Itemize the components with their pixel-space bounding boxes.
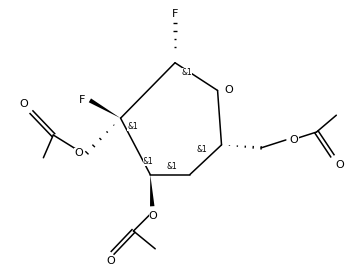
Text: &1: &1 [166, 162, 177, 171]
Text: O: O [290, 135, 298, 145]
Text: O: O [106, 256, 115, 266]
Polygon shape [89, 99, 121, 118]
Text: &1: &1 [127, 122, 138, 131]
Text: O: O [20, 99, 29, 109]
Text: &1: &1 [182, 68, 192, 77]
Polygon shape [150, 175, 155, 206]
Text: F: F [172, 9, 178, 19]
Text: O: O [335, 160, 344, 170]
Text: &1: &1 [143, 157, 154, 166]
Text: O: O [149, 211, 158, 221]
Text: O: O [225, 86, 233, 96]
Text: &1: &1 [196, 145, 207, 154]
Text: O: O [74, 148, 83, 158]
Text: F: F [78, 95, 85, 105]
